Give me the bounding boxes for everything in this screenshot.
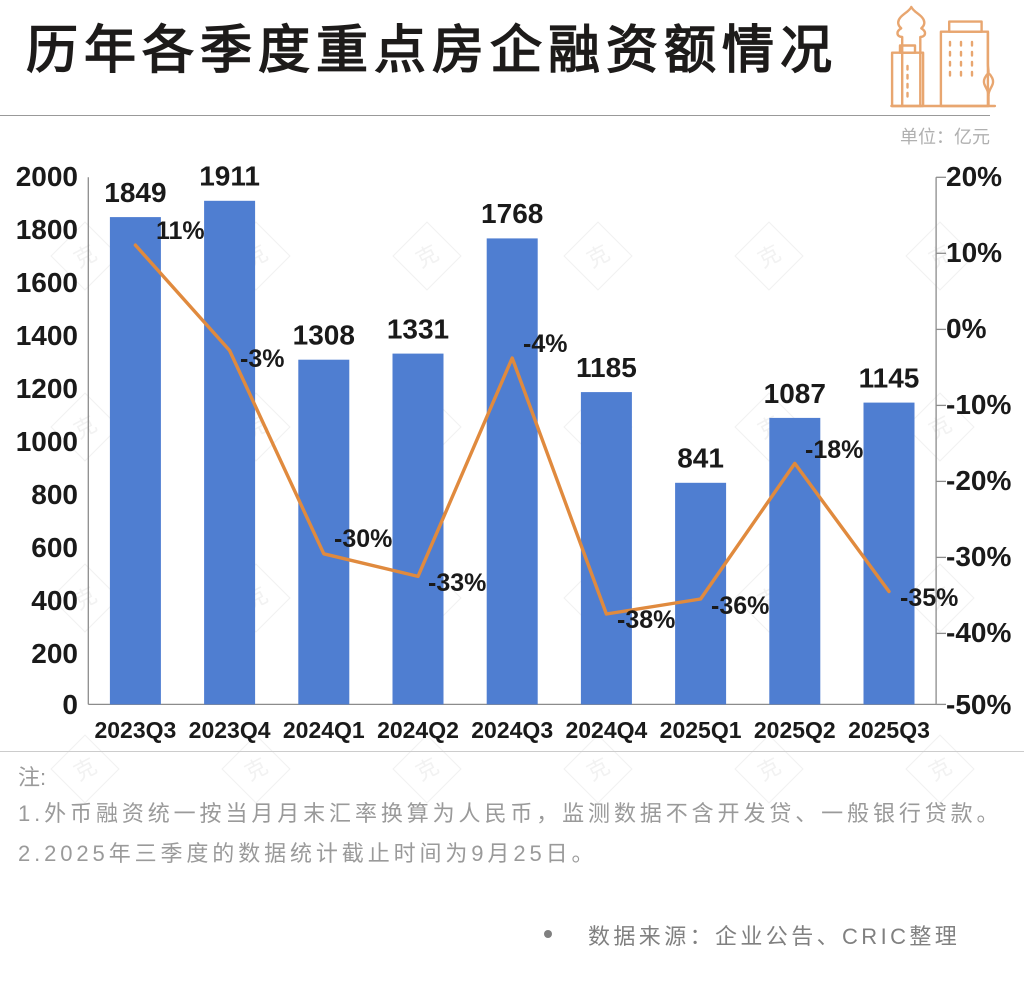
svg-text:-50%: -50% [946, 689, 1011, 720]
svg-text:1000: 1000 [16, 426, 78, 457]
svg-text:200: 200 [31, 638, 78, 669]
svg-text:1849: 1849 [104, 177, 166, 208]
svg-text:-38%: -38% [617, 606, 675, 634]
svg-text:11%: 11% [156, 217, 205, 245]
svg-text:800: 800 [31, 479, 78, 510]
svg-text:1600: 1600 [16, 267, 78, 298]
svg-text:-3%: -3% [240, 345, 284, 373]
svg-text:1185: 1185 [576, 352, 637, 383]
svg-text:2023Q3: 2023Q3 [94, 717, 176, 743]
svg-text:600: 600 [31, 532, 78, 563]
svg-text:2025Q1: 2025Q1 [660, 717, 742, 743]
svg-text:1200: 1200 [16, 373, 78, 404]
svg-text:1911: 1911 [199, 161, 260, 192]
svg-text:2024Q2: 2024Q2 [377, 717, 459, 743]
svg-text:1768: 1768 [481, 198, 543, 229]
svg-text:1087: 1087 [764, 378, 826, 409]
svg-text:1400: 1400 [16, 320, 78, 351]
svg-text:-40%: -40% [946, 617, 1011, 648]
svg-text:-36%: -36% [711, 592, 769, 620]
svg-text:-30%: -30% [946, 541, 1011, 572]
svg-text:2025Q2: 2025Q2 [754, 717, 836, 743]
svg-text:2024Q3: 2024Q3 [471, 717, 553, 743]
svg-text:0: 0 [62, 689, 78, 720]
svg-text:-20%: -20% [946, 465, 1011, 496]
svg-text:-33%: -33% [428, 569, 486, 597]
svg-text:-10%: -10% [946, 389, 1011, 420]
svg-text:-4%: -4% [523, 330, 567, 358]
svg-text:2024Q4: 2024Q4 [565, 717, 647, 743]
svg-text:1331: 1331 [387, 314, 449, 345]
svg-text:2000: 2000 [16, 161, 78, 192]
svg-text:400: 400 [31, 585, 78, 616]
svg-text:2024Q1: 2024Q1 [283, 717, 365, 743]
svg-text:1308: 1308 [293, 320, 355, 351]
svg-text:20%: 20% [946, 161, 1002, 192]
svg-text:-35%: -35% [900, 584, 958, 612]
svg-text:2023Q4: 2023Q4 [189, 717, 271, 743]
svg-text:1800: 1800 [16, 214, 78, 245]
svg-text:1145: 1145 [859, 363, 920, 394]
svg-text:841: 841 [677, 443, 724, 474]
svg-text:-18%: -18% [805, 436, 863, 464]
svg-text:10%: 10% [946, 237, 1002, 268]
svg-text:-30%: -30% [334, 525, 392, 553]
svg-text:2025Q3: 2025Q3 [848, 717, 930, 743]
svg-text:0%: 0% [946, 313, 987, 344]
